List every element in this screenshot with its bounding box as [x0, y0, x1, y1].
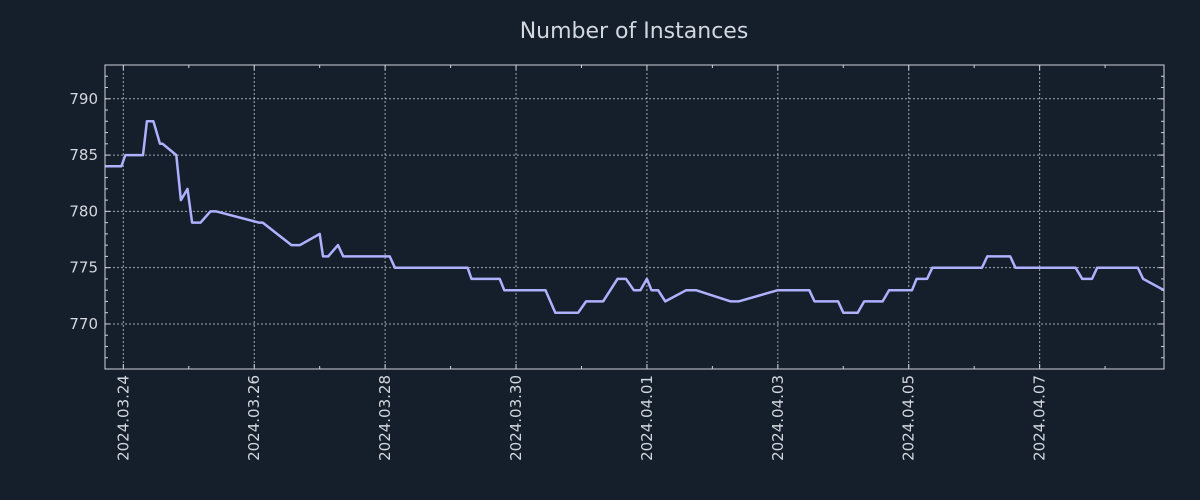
y-tick-label: 775	[69, 259, 98, 277]
chart-title: Number of Instances	[520, 19, 749, 44]
y-tick-label: 770	[69, 315, 98, 333]
x-tick-label: 2024.04.01	[638, 375, 656, 461]
x-tick-label: 2024.03.24	[114, 375, 132, 461]
x-tick-label: 2024.03.30	[507, 375, 525, 461]
x-tick-label: 2024.04.05	[900, 375, 918, 461]
y-tick-label: 785	[69, 146, 98, 164]
series-line	[105, 120, 1165, 314]
tick-labels: 770 775 780 785 790 2024.03.24 2024.03.26 2024.…	[69, 90, 1048, 461]
plot-frame	[104, 64, 1165, 370]
x-tick-label: 2024.04.03	[769, 375, 787, 461]
grid	[105, 65, 1164, 369]
x-tick-label: 2024.03.26	[245, 375, 263, 461]
axis-ticks	[105, 64, 1164, 370]
y-tick-label: 780	[69, 202, 98, 220]
y-tick-label: 790	[69, 90, 98, 108]
x-tick-label: 2024.04.07	[1031, 375, 1049, 461]
x-tick-label: 2024.03.28	[376, 375, 394, 461]
series-layer	[105, 120, 1165, 314]
